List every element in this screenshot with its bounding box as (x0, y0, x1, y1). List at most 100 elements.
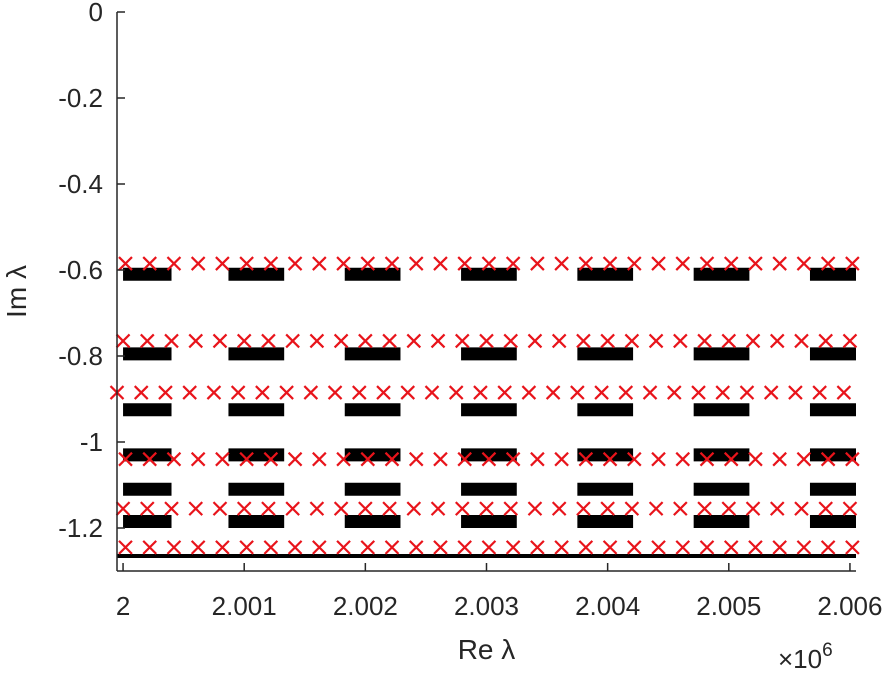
eigenvalue-point (648, 333, 664, 349)
eigenvalue-point (505, 256, 521, 271)
eigenvalue-point (794, 501, 809, 516)
eigenvalue-point (769, 501, 785, 516)
eigenvalue-point (287, 256, 303, 271)
eigenvalue-point (382, 333, 397, 349)
eigenvalue-point (699, 451, 715, 467)
x-tick-label: 2.003 (454, 591, 519, 621)
eigenvalue-point (279, 385, 294, 400)
eigenvalue-point (261, 501, 276, 516)
eigenvalue-point (212, 333, 228, 349)
y-tick-label: -1 (80, 427, 103, 457)
eigenvalue-point (673, 501, 688, 516)
eigenvalue-point (723, 256, 739, 271)
eigenvalue-point (554, 451, 569, 467)
eigenvalue-point (576, 333, 591, 349)
eigenvalue-point (627, 256, 642, 271)
eigenvalue-point (140, 501, 155, 516)
eigenvalue-point (481, 256, 497, 271)
eigenvalue-point (624, 501, 640, 516)
eigenvalue-point (600, 333, 615, 349)
eigenvalue-point (836, 385, 852, 400)
eigenvalue-point (333, 501, 349, 516)
eigenvalue-point (715, 385, 731, 400)
eigenvalue-point (745, 333, 761, 349)
eigenvalue-point (530, 540, 545, 555)
y-tick-label: -0.4 (58, 169, 103, 199)
eigenvalue-point (118, 540, 133, 555)
x-axis-label: Re λ (458, 634, 516, 665)
eigenvalue-point (457, 540, 472, 555)
eigenvalue-point (454, 333, 470, 349)
eigenvalue-point (842, 333, 858, 349)
eigenvalue-point (287, 451, 303, 467)
eigenvalue-point (820, 256, 836, 271)
eigenvalue-point (333, 333, 349, 349)
eigenvalue-point (481, 451, 497, 467)
eigenvalue-point (763, 385, 779, 400)
eigenvalue-point (406, 333, 422, 349)
eigenvalue-point (215, 540, 230, 555)
eigenvalue-point (433, 540, 448, 555)
eigenvalue-point (481, 540, 497, 555)
eigenvalue-point (788, 385, 803, 400)
eigenvalue-point (408, 451, 424, 467)
eigenvalue-point (473, 385, 488, 400)
eigenvalue-point (503, 333, 519, 349)
x-axis-exponent: ×106 (778, 640, 833, 674)
eigenvalue-point (384, 540, 400, 555)
eigenvalue-point (158, 385, 173, 400)
eigenvalue-point (457, 256, 472, 271)
eigenvalue-point (190, 451, 206, 467)
eigenvalue-point (166, 451, 182, 467)
eigenvalue-point (600, 501, 615, 516)
eigenvalue-point (554, 256, 569, 271)
eigenvalue-point (309, 501, 325, 516)
eigenvalue-point (190, 540, 206, 555)
eigenvalue-point (503, 501, 519, 516)
eigenvalue-point (212, 501, 228, 516)
eigenvalue-point (360, 256, 376, 271)
eigenvalue-point (721, 333, 737, 349)
eigenvalue-point (530, 256, 545, 271)
eigenvalue-point (454, 501, 470, 516)
eigenvalue-point (845, 451, 860, 467)
eigenvalue-point (408, 540, 424, 555)
eigenvalue-point (602, 451, 618, 467)
eigenvalue-point (142, 540, 157, 555)
eigenvalue-point (627, 451, 642, 467)
eigenvalue-point (182, 385, 197, 400)
eigenvalue-point (287, 540, 303, 555)
eigenvalue-point (842, 501, 858, 516)
eigenvalue-point (602, 540, 618, 555)
eigenvalue-point (697, 501, 712, 516)
eigenvalue-point (255, 385, 270, 400)
x-tick-label: 2 (116, 591, 130, 621)
eigenvalue-point (352, 385, 367, 400)
eigenvalue-point (215, 451, 230, 467)
eigenvalue-point (530, 451, 545, 467)
eigenvalue-point (845, 540, 860, 555)
x-tick-label: 2.005 (696, 591, 761, 621)
eigenvalue-point (818, 333, 833, 349)
eigenvalue-point (164, 501, 179, 516)
eigenvalue-point (794, 333, 809, 349)
eigenvalue-point (236, 501, 252, 516)
x-tick-label: 2.002 (333, 591, 398, 621)
eigenvalue-point (796, 256, 812, 271)
eigenvalue-point (360, 451, 376, 467)
eigenvalue-point (675, 451, 691, 467)
eigenvalue-point (772, 256, 787, 271)
eigenvalue-point (772, 451, 787, 467)
eigenvalue-point (723, 451, 739, 467)
eigenvalue-point (748, 256, 763, 271)
eigenvalue-point (336, 256, 351, 271)
eigenvalue-point (239, 540, 254, 555)
eigenvalue-point (424, 385, 440, 400)
y-tick-label: 0 (89, 0, 103, 27)
eigenvalue-point (551, 333, 567, 349)
eigenvalue-point (675, 540, 691, 555)
eigenvalue-point (527, 333, 543, 349)
eigenvalue-point (479, 501, 494, 516)
eigenvalue-point (400, 385, 416, 400)
eigenvalue-point (188, 333, 204, 349)
